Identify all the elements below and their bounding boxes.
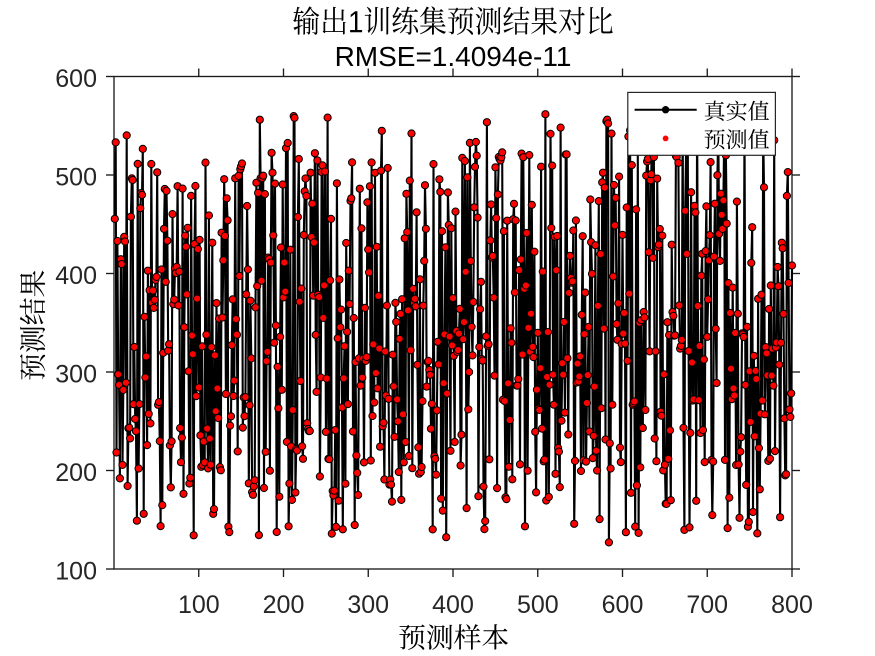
svg-text:600: 600 xyxy=(55,65,97,93)
svg-text:300: 300 xyxy=(55,360,97,388)
svg-text:200: 200 xyxy=(263,591,305,619)
svg-text:200: 200 xyxy=(55,459,97,487)
svg-text:100: 100 xyxy=(55,557,97,585)
svg-text:100: 100 xyxy=(178,591,220,619)
svg-text:600: 600 xyxy=(602,591,644,619)
svg-text:RMSE=1.4094e-11: RMSE=1.4094e-11 xyxy=(335,41,572,72)
svg-text:500: 500 xyxy=(517,591,559,619)
svg-text:400: 400 xyxy=(432,591,474,619)
svg-text:800: 800 xyxy=(771,591,813,619)
svg-text:700: 700 xyxy=(686,591,728,619)
svg-text:300: 300 xyxy=(347,591,389,619)
svg-text:500: 500 xyxy=(55,163,97,191)
svg-text:400: 400 xyxy=(55,262,97,290)
